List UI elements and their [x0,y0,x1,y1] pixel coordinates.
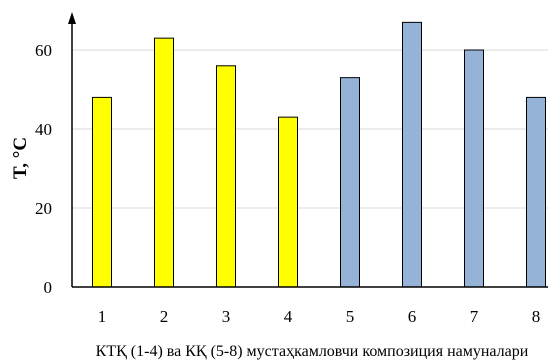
x-tick-label: 2 [160,307,169,326]
x-tick-labels: 1 2 3 4 5 6 7 8 [98,307,541,326]
bars [92,21,546,288]
bar-7 [464,49,484,288]
bar-2 [154,37,174,288]
x-tick-label: 1 [98,307,107,326]
x-tick-label: 8 [532,307,541,326]
x-tick-label: 7 [470,307,479,326]
x-tick-label: 6 [408,307,417,326]
x-tick-label: 4 [284,307,293,326]
x-axis-label: КТҚ (1-4) ва КҚ (5-8) мустаҳкамловчи ком… [96,343,529,360]
bar-4 [278,116,298,288]
y-tick-label: 20 [35,199,52,218]
y-tick-label: 0 [44,278,53,297]
x-tick-label: 3 [222,307,231,326]
y-tick-labels: 0 20 40 60 [35,41,52,297]
axes [68,12,548,288]
y-axis-label: T, °C [10,137,31,179]
bar-1 [92,96,112,288]
bar-5 [340,77,360,288]
x-tick-label: 5 [346,307,355,326]
y-tick-label: 40 [35,120,52,139]
bar-6 [402,21,422,288]
y-tick-label: 60 [35,41,52,60]
bar-3 [216,65,236,288]
bar-8 [526,96,546,288]
y-axis-arrow-icon [68,12,76,24]
